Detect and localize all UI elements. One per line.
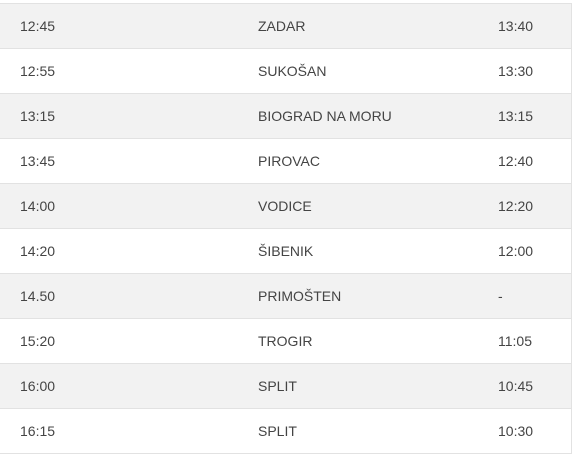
table-row: 14:00 VODICE 12:20 <box>0 184 571 229</box>
table-row: 14:20 ŠIBENIK 12:00 <box>0 229 571 274</box>
departure-time: 14.50 <box>20 288 56 304</box>
station: VODICE <box>258 198 312 214</box>
station: ŠIBENIK <box>258 243 314 259</box>
table-row: 12:55 SUKOŠAN 13:30 <box>0 49 571 94</box>
departure-time: 12:45 <box>20 18 56 34</box>
return-time: 13:15 <box>498 108 534 124</box>
station: ZADAR <box>258 18 306 34</box>
return-time: 13:40 <box>498 18 534 34</box>
station: SPLIT <box>258 378 297 394</box>
return-time: 13:30 <box>498 63 534 79</box>
departure-time: 13:45 <box>20 153 56 169</box>
return-time: 12:40 <box>498 153 534 169</box>
station: PIROVAC <box>258 153 320 169</box>
return-time: 12:00 <box>498 243 534 259</box>
table-row: 12:45 ZADAR 13:40 <box>0 4 571 49</box>
station: PRIMOŠTEN <box>258 288 342 304</box>
table-row: 15:20 TROGIR 11:05 <box>0 319 571 364</box>
table-row: 16:15 SPLIT 10:30 <box>0 409 571 454</box>
return-time: - <box>498 288 503 304</box>
station: SUKOŠAN <box>258 63 327 79</box>
departure-time: 14:20 <box>20 243 56 259</box>
table-row: 16:00 SPLIT 10:45 <box>0 364 571 409</box>
departure-time: 16:00 <box>20 378 56 394</box>
departure-time: 16:15 <box>20 423 56 439</box>
table-row: 13:15 BIOGRAD NA MORU 13:15 <box>0 94 571 139</box>
return-time: 12:20 <box>498 198 534 214</box>
return-time: 10:30 <box>498 423 534 439</box>
return-time: 10:45 <box>498 378 534 394</box>
departure-time: 13:15 <box>20 108 56 124</box>
station: BIOGRAD NA MORU <box>258 108 392 124</box>
station: TROGIR <box>258 333 313 349</box>
table-row: 14.50 PRIMOŠTEN - <box>0 274 571 319</box>
return-time: 11:05 <box>498 333 532 349</box>
departure-time: 12:55 <box>20 63 56 79</box>
departure-time: 14:00 <box>20 198 56 214</box>
departure-time: 15:20 <box>20 333 56 349</box>
timetable: 12:45 ZADAR 13:40 12:55 SUKOŠAN 13:30 13:15 BIO… <box>0 3 572 454</box>
station: SPLIT <box>258 423 297 439</box>
table-row: 13:45 PIROVAC 12:40 <box>0 139 571 184</box>
